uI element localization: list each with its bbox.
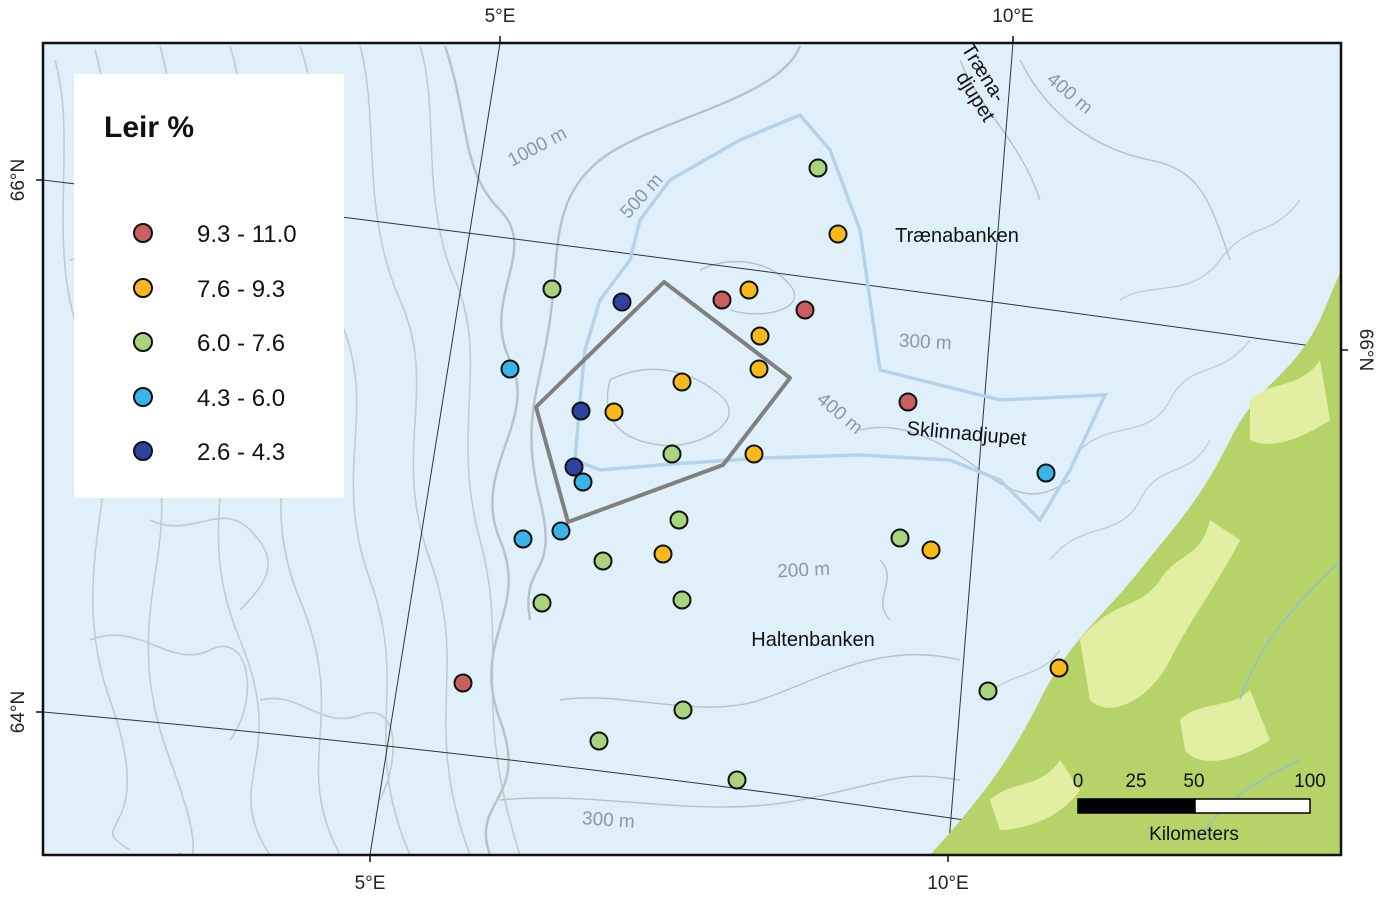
sample-point [573, 472, 593, 492]
study-area-polygon [534, 280, 792, 524]
scale-tick-label: 100 [1294, 771, 1326, 792]
contour-label-300m-north: 300 m [898, 331, 952, 355]
place-label-haltenbanken: Haltenbanken [751, 629, 874, 651]
sample-point [712, 290, 732, 310]
graticule-label-top-10e: 10°E [992, 6, 1033, 27]
scale-bar-segment-light [1194, 798, 1311, 814]
sample-point [750, 326, 770, 346]
sample-point [921, 540, 941, 560]
graticule-label-bottom-10e: 10°E [927, 873, 968, 894]
graticule-label-right-66n: 66°N [1355, 329, 1376, 371]
sample-point [744, 444, 764, 464]
legend-label: 2.6 - 4.3 [197, 439, 285, 466]
sample-point [828, 224, 848, 244]
legend-label: 4.3 - 6.0 [197, 385, 285, 412]
sample-point [542, 279, 562, 299]
legend-title: Leir % [104, 111, 194, 144]
sample-point [589, 731, 609, 751]
sample-point [604, 402, 624, 422]
contour-500m [527, 45, 802, 621]
legend-symbol [133, 387, 153, 407]
legend-label: 7.6 - 9.3 [197, 276, 285, 303]
legend-symbol [133, 332, 153, 352]
sample-point [653, 544, 673, 564]
sample-point [564, 457, 584, 477]
place-label-traenabanken: Trænabanken [895, 225, 1019, 247]
map-frame [41, 41, 1343, 857]
sample-point [662, 444, 682, 464]
coastal-contours [979, 199, 1301, 701]
graticule-label-left-66n: 66°N [8, 159, 29, 201]
legend-label: 9.3 - 11.0 [197, 221, 297, 248]
sample-point [513, 529, 533, 549]
sample-points [453, 158, 1069, 790]
shelf-contours [499, 59, 1231, 808]
legend-symbol [133, 278, 153, 298]
sample-point [890, 528, 910, 548]
land-coast [930, 270, 1341, 855]
sample-point [673, 700, 693, 720]
sample-point [500, 359, 520, 379]
sample-point [571, 401, 591, 421]
legend-symbol [133, 441, 153, 461]
contour-label-200m: 200 m [777, 559, 831, 583]
scale-unit-label: Kilometers [1149, 824, 1239, 845]
sample-point [1049, 658, 1069, 678]
contour-1000m [443, 45, 519, 855]
graticule-label-top-5e: 5°E [485, 6, 516, 27]
sample-point [453, 673, 473, 693]
legend: Leir % 9.3 - 11.0 7.6 - 9.3 6.0 - 7.6 4.3 -… [74, 74, 344, 498]
sample-point [672, 590, 692, 610]
sample-point [551, 521, 571, 541]
sample-point [749, 359, 769, 379]
legend-label: 6.0 - 7.6 [197, 330, 285, 357]
scale-tick-label: 25 [1125, 771, 1146, 792]
sample-point [727, 770, 747, 790]
graticule-ticks [36, 36, 1348, 862]
sample-point [612, 292, 632, 312]
sample-point [669, 510, 689, 530]
sample-point [978, 681, 998, 701]
sample-point [593, 551, 613, 571]
sample-point [808, 158, 828, 178]
legend-box [74, 74, 344, 498]
graticule-label-bottom-5e: 5°E [355, 873, 386, 894]
scale-bar: 0 25 50 100 Kilometers [1073, 771, 1326, 845]
contour-label-300m-south: 300 m [581, 808, 635, 833]
legend-symbol [133, 223, 153, 243]
graticule-label-left-64n: 64°N [8, 691, 29, 733]
sample-point [672, 372, 692, 392]
sample-point [532, 593, 552, 613]
sample-point [898, 392, 918, 412]
scale-tick-label: 0 [1073, 771, 1084, 792]
scale-bar-segment-dark [1077, 798, 1196, 814]
sample-point [739, 280, 759, 300]
sample-point [795, 300, 815, 320]
scale-tick-label: 50 [1183, 771, 1204, 792]
sample-point [1036, 463, 1056, 483]
